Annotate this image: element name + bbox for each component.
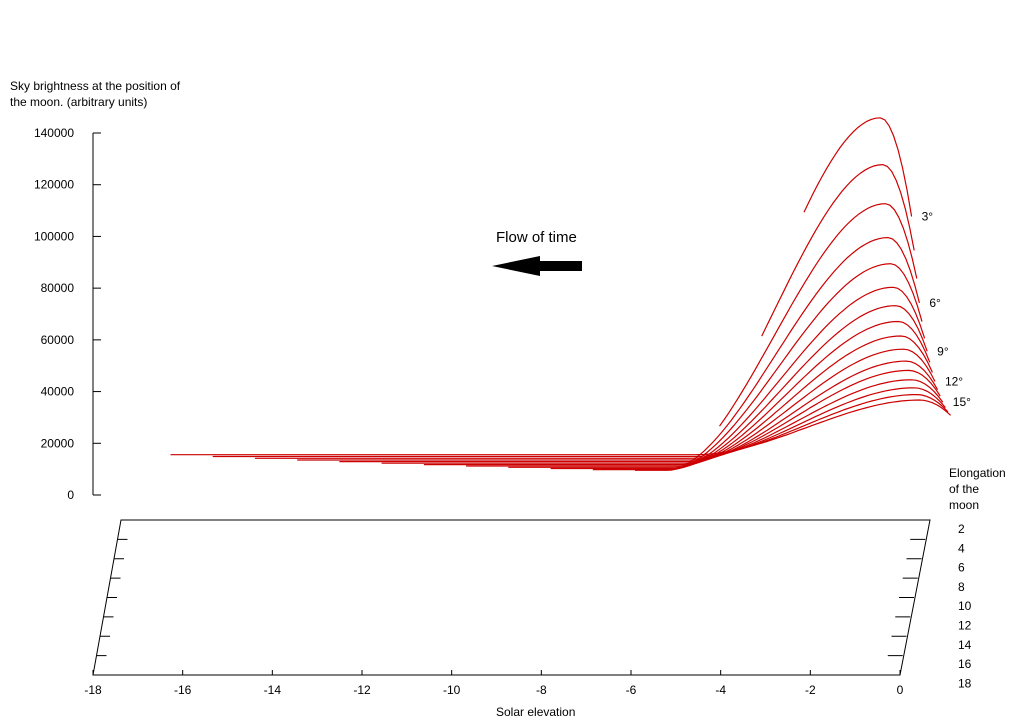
x-tick-label: -10 — [443, 683, 461, 697]
flow-of-time-arrow — [492, 256, 582, 276]
series-line-8 — [592, 286, 926, 471]
y-tick-label: 100000 — [34, 229, 74, 243]
x-axis-label: Solar elevation — [496, 705, 576, 719]
curve-label-3: 3° — [922, 209, 934, 223]
series-line-12 — [423, 348, 936, 466]
x-tick-label: -2 — [805, 683, 816, 697]
curve-label-12: 12° — [945, 375, 963, 389]
series-line-17 — [212, 394, 949, 458]
depth-tick-label: 2 — [958, 522, 965, 536]
x-tick-label: -16 — [174, 683, 192, 697]
y-tick-label: 0 — [67, 488, 74, 502]
depth-tick-label: 14 — [958, 638, 972, 652]
depth-tick-label: 16 — [958, 657, 972, 671]
y-tick-label: 120000 — [34, 178, 74, 192]
chart-ticks: 0 20000 40000 60000 80000 100000 120000 140000 -… — [34, 126, 972, 697]
y-tick-label: 40000 — [41, 385, 75, 399]
y-axis-label-line1: Sky brightness at the position of — [10, 79, 181, 93]
y-axis-label-line2: the moon. (arbitrary units) — [10, 95, 148, 109]
series-line-16 — [254, 387, 946, 459]
series-line-3 — [803, 117, 913, 217]
curve-label-6: 6° — [929, 296, 941, 310]
x-tick-label: -6 — [626, 683, 637, 697]
depth-tick-label: 6 — [958, 561, 965, 575]
x-tick-label: -18 — [84, 683, 102, 697]
series-line-15 — [297, 379, 944, 461]
flow-of-time-label: Flow of time — [496, 229, 577, 246]
y-tick-label: 80000 — [41, 281, 75, 295]
depth-tick-label: 10 — [958, 599, 972, 613]
series-line-4 — [761, 163, 915, 337]
x-tick-label: -8 — [536, 683, 547, 697]
x-tick-label: -14 — [264, 683, 282, 697]
depth-tick-label: 18 — [958, 676, 972, 690]
series-line-18 — [170, 399, 951, 456]
chart-frame — [92, 132, 931, 676]
series-line-13 — [381, 360, 939, 464]
x-tick-label: -12 — [353, 683, 371, 697]
depth-axis-label-line2: of the — [949, 482, 980, 496]
x-tick-label: -4 — [715, 683, 726, 697]
series-line-5 — [719, 203, 918, 427]
series-line-7 — [635, 263, 923, 471]
y-tick-label: 20000 — [41, 436, 75, 450]
depth-axis-label-line1: Elongation — [949, 466, 1006, 480]
y-tick-label: 140000 — [34, 126, 74, 140]
floor-frame — [92, 519, 931, 676]
depth-axis-label-line3: moon — [949, 498, 980, 512]
x-tick-label: 0 — [897, 683, 904, 697]
series-line-11 — [466, 335, 933, 467]
chart-curves — [170, 117, 951, 471]
curve-label-15: 15° — [953, 395, 971, 409]
series-line-14 — [339, 369, 941, 463]
depth-tick-label: 8 — [958, 580, 965, 594]
series-line-6 — [677, 236, 920, 470]
series-line-9 — [550, 305, 928, 470]
depth-tick-label: 12 — [958, 619, 972, 633]
series-line-10 — [508, 320, 931, 468]
curve-labels: 3° 6° 9° 12° 15° — [922, 209, 972, 409]
curve-label-9: 9° — [937, 344, 949, 358]
depth-tick-label: 4 — [958, 541, 965, 555]
y-tick-label: 60000 — [41, 333, 75, 347]
